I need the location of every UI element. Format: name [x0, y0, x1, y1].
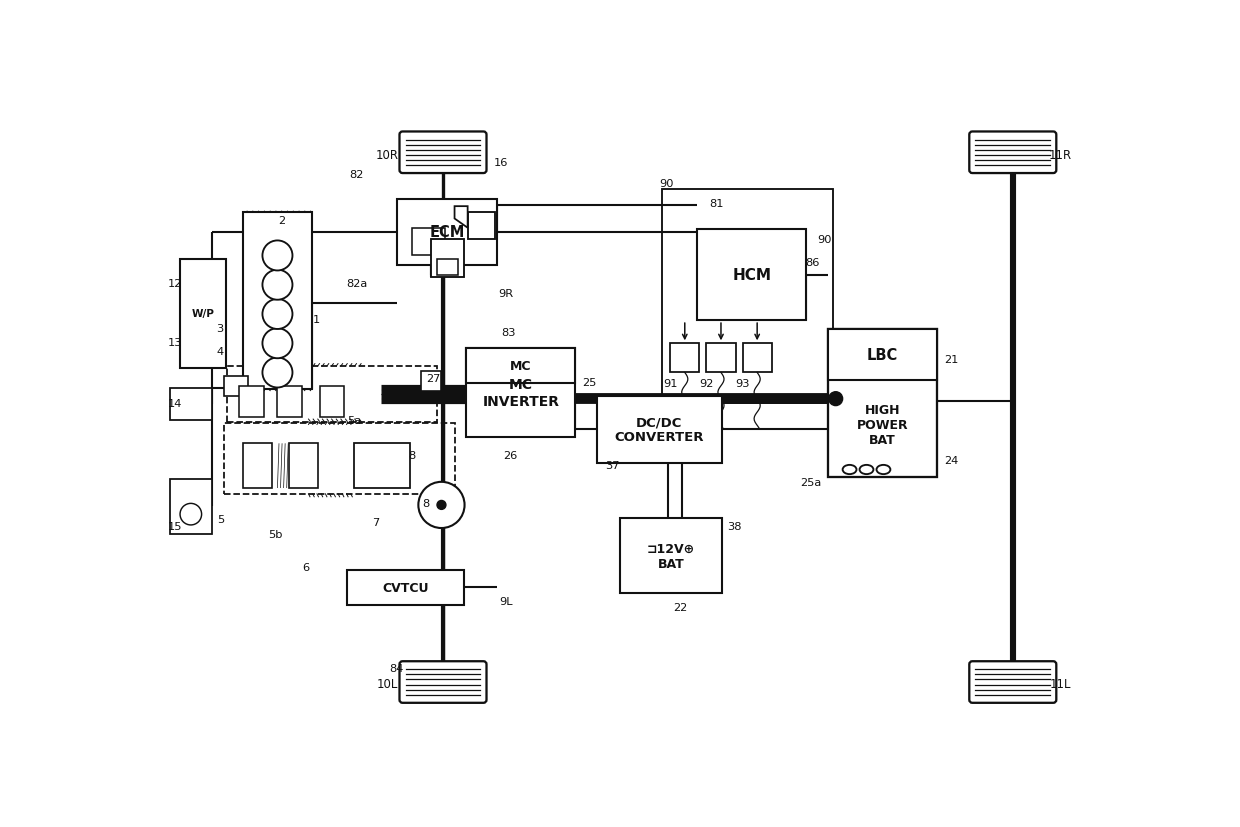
Text: 11L: 11L — [1050, 677, 1071, 691]
Ellipse shape — [859, 466, 873, 475]
Text: 86: 86 — [806, 258, 820, 268]
Text: ECM: ECM — [429, 225, 465, 240]
Text: 38: 38 — [727, 522, 742, 532]
FancyBboxPatch shape — [180, 259, 226, 368]
Circle shape — [263, 241, 293, 271]
FancyBboxPatch shape — [239, 387, 264, 418]
Text: 11R: 11R — [1049, 149, 1073, 162]
FancyBboxPatch shape — [432, 239, 464, 278]
Ellipse shape — [877, 466, 890, 475]
Text: 8: 8 — [408, 451, 415, 461]
Text: 27: 27 — [427, 374, 441, 384]
Text: 21: 21 — [944, 354, 959, 364]
Circle shape — [263, 329, 293, 359]
Text: MC: MC — [510, 360, 532, 373]
Circle shape — [180, 504, 202, 525]
Text: 83: 83 — [501, 327, 516, 337]
FancyBboxPatch shape — [970, 132, 1056, 174]
Text: 22: 22 — [673, 602, 687, 612]
Text: 90: 90 — [817, 235, 831, 245]
FancyBboxPatch shape — [320, 387, 345, 418]
Text: 1: 1 — [312, 314, 320, 324]
Text: 15: 15 — [167, 522, 182, 532]
Text: 25: 25 — [582, 377, 596, 387]
FancyBboxPatch shape — [412, 228, 445, 256]
Text: 4: 4 — [216, 347, 223, 356]
Text: 81: 81 — [709, 198, 724, 209]
Text: 6: 6 — [303, 562, 310, 571]
FancyBboxPatch shape — [347, 570, 464, 605]
Text: W/P: W/P — [191, 308, 215, 318]
FancyBboxPatch shape — [278, 387, 303, 418]
FancyBboxPatch shape — [399, 132, 486, 174]
Text: 93: 93 — [735, 379, 750, 389]
Text: 5b: 5b — [268, 529, 283, 539]
Circle shape — [418, 482, 465, 528]
FancyBboxPatch shape — [399, 662, 486, 703]
Text: 5a: 5a — [347, 416, 362, 426]
Text: 90: 90 — [658, 179, 673, 189]
Text: CVTCU: CVTCU — [382, 581, 429, 594]
FancyBboxPatch shape — [223, 377, 248, 396]
Circle shape — [263, 358, 293, 388]
FancyBboxPatch shape — [670, 344, 699, 373]
Text: 25a: 25a — [801, 477, 822, 487]
FancyBboxPatch shape — [707, 344, 735, 373]
Text: 10L: 10L — [377, 677, 398, 691]
Text: ⊐12V⊕
BAT: ⊐12V⊕ BAT — [647, 542, 694, 570]
Circle shape — [263, 270, 293, 300]
Text: 10R: 10R — [376, 149, 399, 162]
FancyBboxPatch shape — [436, 259, 459, 276]
FancyBboxPatch shape — [466, 348, 575, 384]
Text: 12: 12 — [167, 279, 182, 289]
Text: 5: 5 — [217, 514, 224, 524]
Circle shape — [263, 299, 293, 330]
Text: 8: 8 — [422, 499, 429, 509]
Text: 3: 3 — [216, 323, 223, 333]
FancyBboxPatch shape — [170, 389, 212, 421]
Text: 7: 7 — [372, 517, 379, 528]
FancyBboxPatch shape — [243, 444, 272, 489]
FancyBboxPatch shape — [397, 200, 497, 265]
Text: 37: 37 — [605, 461, 620, 471]
Text: MC
INVERTER: MC INVERTER — [482, 378, 559, 408]
FancyBboxPatch shape — [355, 444, 410, 489]
FancyBboxPatch shape — [828, 330, 937, 380]
Text: 82a: 82a — [346, 279, 367, 289]
Text: LBC: LBC — [867, 348, 898, 363]
FancyBboxPatch shape — [243, 213, 312, 390]
Ellipse shape — [843, 466, 857, 475]
Text: 14: 14 — [167, 399, 182, 409]
Text: HCM: HCM — [733, 268, 771, 283]
Text: DC/DC
CONVERTER: DC/DC CONVERTER — [615, 416, 704, 444]
Text: 16: 16 — [494, 158, 508, 168]
FancyBboxPatch shape — [170, 479, 212, 534]
Text: 92: 92 — [699, 379, 713, 389]
FancyBboxPatch shape — [422, 371, 441, 391]
Text: 26: 26 — [503, 451, 518, 461]
FancyBboxPatch shape — [620, 519, 722, 594]
Text: 9L: 9L — [500, 596, 513, 606]
Text: HIGH
POWER
BAT: HIGH POWER BAT — [857, 403, 909, 446]
FancyBboxPatch shape — [467, 213, 495, 240]
FancyBboxPatch shape — [828, 330, 937, 478]
Text: 9R: 9R — [498, 289, 513, 299]
FancyBboxPatch shape — [970, 662, 1056, 703]
FancyBboxPatch shape — [743, 344, 771, 373]
Text: 13: 13 — [167, 337, 182, 347]
Text: 24: 24 — [944, 456, 959, 466]
FancyBboxPatch shape — [596, 396, 722, 464]
FancyBboxPatch shape — [466, 348, 575, 437]
FancyBboxPatch shape — [697, 230, 806, 321]
Text: 91: 91 — [663, 379, 677, 389]
Circle shape — [436, 501, 446, 509]
Circle shape — [828, 392, 843, 406]
Text: 84: 84 — [389, 663, 404, 673]
Text: 2: 2 — [278, 216, 285, 226]
FancyBboxPatch shape — [289, 444, 319, 489]
Text: 82: 82 — [350, 170, 365, 179]
